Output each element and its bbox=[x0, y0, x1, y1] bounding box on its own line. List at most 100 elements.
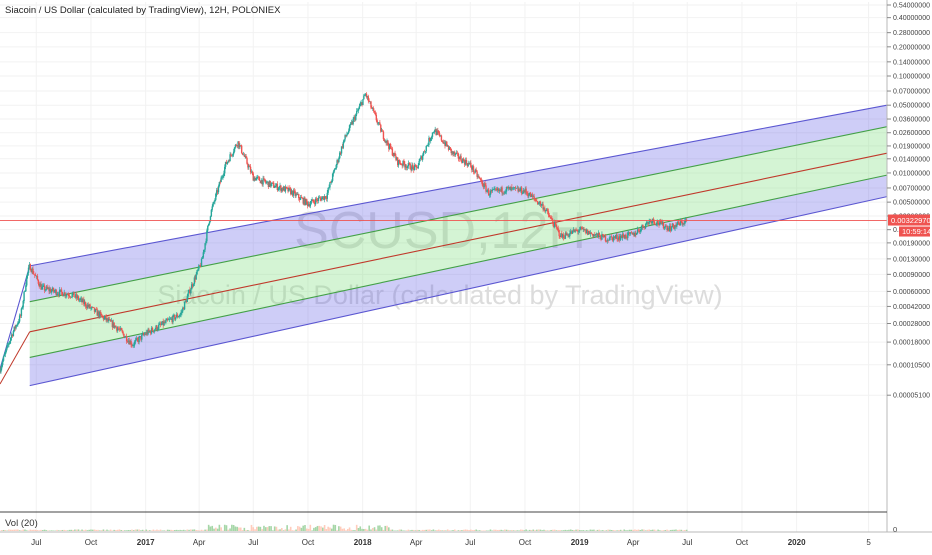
volume-bar bbox=[536, 530, 538, 531]
candle-body bbox=[347, 133, 348, 134]
candle-body bbox=[403, 161, 404, 164]
candle-body bbox=[533, 196, 534, 198]
volume-bar bbox=[229, 528, 231, 531]
candle-body bbox=[278, 189, 279, 190]
candle-body bbox=[466, 160, 467, 164]
volume-bar bbox=[677, 530, 679, 531]
candle-body bbox=[557, 227, 558, 228]
volume-bar bbox=[661, 530, 663, 531]
volume-bar bbox=[657, 530, 659, 531]
candle-body bbox=[616, 235, 617, 239]
volume-bar bbox=[524, 530, 526, 531]
volume-bar bbox=[670, 530, 672, 531]
candle-body bbox=[645, 224, 646, 228]
volume-bar bbox=[122, 530, 124, 531]
volume-bar bbox=[591, 530, 593, 531]
candle-body bbox=[85, 302, 86, 306]
candle-body bbox=[357, 111, 358, 112]
volume-bar bbox=[352, 530, 354, 531]
candle-body bbox=[263, 178, 264, 179]
candle-body bbox=[400, 163, 401, 164]
candle-body bbox=[508, 188, 509, 189]
candle-body bbox=[615, 237, 616, 238]
candle-body bbox=[407, 166, 408, 168]
candle-body bbox=[8, 344, 9, 345]
volume-bar bbox=[629, 530, 631, 531]
candle-body bbox=[631, 232, 632, 233]
volume-bar bbox=[135, 530, 137, 531]
candle-body bbox=[526, 193, 527, 194]
candle-body bbox=[431, 137, 432, 139]
volume-bar bbox=[231, 525, 233, 531]
volume-bar bbox=[145, 530, 147, 531]
candle-body bbox=[318, 198, 319, 201]
volume-bar bbox=[160, 530, 162, 531]
candle-body bbox=[504, 192, 505, 193]
candle-body bbox=[364, 95, 365, 96]
last-price-value: 0.00322970 bbox=[891, 216, 931, 225]
candle-body bbox=[568, 236, 569, 237]
time-tick-label: 2018 bbox=[354, 538, 372, 547]
candle-body bbox=[80, 299, 81, 300]
candle-body bbox=[625, 235, 626, 238]
volume-bar bbox=[318, 526, 320, 531]
candle-body bbox=[197, 269, 198, 270]
volume-bar bbox=[133, 530, 135, 531]
candle-body bbox=[152, 328, 153, 331]
volume-bar bbox=[615, 530, 617, 531]
candle-body bbox=[275, 186, 276, 188]
volume-bar bbox=[429, 529, 431, 531]
candle-body bbox=[414, 165, 415, 170]
volume-bar bbox=[652, 530, 654, 531]
candle-body bbox=[368, 101, 369, 102]
price-tick-label: 0.01900000 bbox=[893, 143, 930, 150]
volume-bar bbox=[606, 530, 608, 531]
candle-body bbox=[71, 297, 72, 298]
volume-bar bbox=[169, 530, 171, 531]
candle-body bbox=[394, 153, 395, 156]
price-tick-label: 0.01000000 bbox=[893, 170, 930, 177]
candle-body bbox=[427, 145, 428, 146]
volume-bar bbox=[643, 530, 645, 531]
candle-body bbox=[121, 330, 122, 331]
candle-body bbox=[270, 184, 271, 187]
volume-bar bbox=[108, 530, 110, 531]
price-axis[interactable]: 0.540000000.400000000.280000000.20000000… bbox=[887, 3, 930, 400]
volume-bar bbox=[531, 530, 533, 531]
volume-bar bbox=[381, 527, 383, 531]
candle-body bbox=[65, 295, 66, 296]
volume-bar bbox=[686, 530, 688, 531]
candle-body bbox=[623, 234, 624, 236]
candle-body bbox=[179, 316, 180, 317]
volume-bar bbox=[13, 530, 15, 531]
volume-bar bbox=[333, 525, 335, 531]
candle-body bbox=[681, 221, 682, 222]
volume-bar bbox=[304, 525, 306, 531]
candle-body bbox=[32, 269, 33, 274]
candle-body bbox=[319, 198, 320, 199]
candle-body bbox=[242, 153, 243, 155]
volume-bar bbox=[502, 530, 504, 531]
volume-bar bbox=[406, 530, 408, 531]
volume-bar bbox=[440, 530, 442, 531]
candle-body bbox=[10, 338, 11, 341]
candle-body bbox=[383, 132, 384, 140]
volume-bar bbox=[192, 530, 194, 531]
candle-body bbox=[289, 188, 290, 189]
volume-bar bbox=[315, 527, 317, 531]
candle-body bbox=[234, 147, 235, 151]
countdown-value: 10:59:14 bbox=[902, 227, 931, 236]
volume-bar bbox=[327, 527, 329, 531]
candle-body bbox=[54, 291, 55, 292]
volume-bar bbox=[365, 529, 367, 531]
volume-bar bbox=[538, 530, 540, 531]
candle-body bbox=[232, 154, 233, 155]
volume-bar bbox=[217, 529, 219, 531]
volume-bar bbox=[411, 530, 413, 531]
volume-bar bbox=[345, 530, 347, 531]
time-tick-label: Oct bbox=[519, 538, 532, 547]
price-tick-label: 0.00028000 bbox=[893, 321, 930, 328]
volume-bar bbox=[418, 530, 420, 531]
